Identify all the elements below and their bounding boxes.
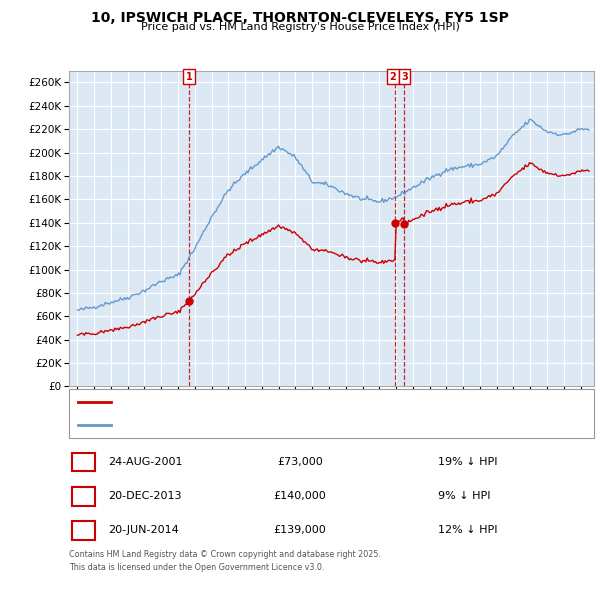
Text: 10, IPSWICH PLACE, THORNTON-CLEVELEYS, FY5 1SP (detached house): 10, IPSWICH PLACE, THORNTON-CLEVELEYS, F… bbox=[117, 398, 455, 407]
Text: 20-DEC-2013: 20-DEC-2013 bbox=[108, 491, 182, 501]
Text: Price paid vs. HM Land Registry's House Price Index (HPI): Price paid vs. HM Land Registry's House … bbox=[140, 22, 460, 32]
Text: 20-JUN-2014: 20-JUN-2014 bbox=[108, 526, 179, 535]
Text: 2: 2 bbox=[389, 72, 396, 82]
Text: £140,000: £140,000 bbox=[274, 491, 326, 501]
Text: 19% ↓ HPI: 19% ↓ HPI bbox=[438, 457, 497, 467]
Text: Contains HM Land Registry data © Crown copyright and database right 2025.: Contains HM Land Registry data © Crown c… bbox=[69, 550, 381, 559]
Text: 9% ↓ HPI: 9% ↓ HPI bbox=[438, 491, 491, 501]
Text: This data is licensed under the Open Government Licence v3.0.: This data is licensed under the Open Gov… bbox=[69, 563, 325, 572]
Text: £73,000: £73,000 bbox=[277, 457, 323, 467]
Text: 1: 1 bbox=[80, 457, 87, 467]
Text: HPI: Average price, detached house, Blackpool: HPI: Average price, detached house, Blac… bbox=[117, 421, 339, 430]
Text: 3: 3 bbox=[80, 526, 87, 535]
Text: 10, IPSWICH PLACE, THORNTON-CLEVELEYS, FY5 1SP: 10, IPSWICH PLACE, THORNTON-CLEVELEYS, F… bbox=[91, 11, 509, 25]
Text: 3: 3 bbox=[401, 72, 408, 82]
Text: 12% ↓ HPI: 12% ↓ HPI bbox=[438, 526, 497, 535]
Text: 24-AUG-2001: 24-AUG-2001 bbox=[108, 457, 182, 467]
Text: £139,000: £139,000 bbox=[274, 526, 326, 535]
Text: 2: 2 bbox=[80, 491, 87, 501]
Text: 1: 1 bbox=[185, 72, 192, 82]
